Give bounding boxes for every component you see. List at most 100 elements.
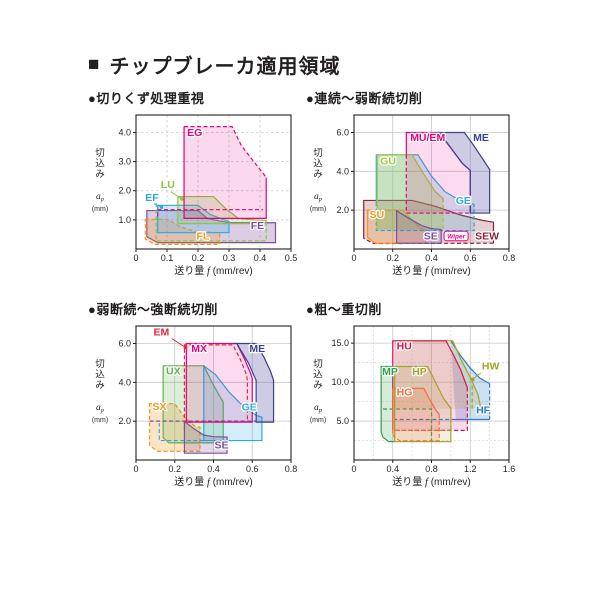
chart-svg-chip-control: 0 0.1 0.2 0.3 0.4 0.5 1.0 2.0 3.0 4.0 送り量 f (mm/re… [92, 114, 297, 277]
svg-text:切: 切 [95, 359, 105, 370]
svg-text:込: 込 [95, 370, 105, 381]
label-HP: HP [412, 366, 427, 378]
label-EG: EG [187, 127, 202, 139]
y-tick-6.0: 6.0 [336, 127, 349, 137]
x-tick-0: 0 [351, 464, 356, 474]
chart-svg-rough-heavy: 0 0.4 0.8 1.2 1.6 5.0 10.0 15.0 送り量 f (mm/rev) 切込… [310, 325, 516, 488]
label-SE: SE [214, 439, 228, 451]
svg-text:(mm): (mm) [310, 417, 326, 424]
svg-text:ap: ap [314, 403, 323, 414]
y-axis-title: 切込み ap (mm) [310, 148, 326, 213]
x-tick-1.6: 1.6 [503, 464, 516, 474]
region-UX [162, 365, 224, 444]
region-MP [381, 366, 395, 442]
svg-text:ap: ap [314, 192, 323, 203]
y-tick-4.0: 4.0 [336, 166, 349, 176]
region-SEW-border-1 [363, 237, 494, 245]
chart-svg-continuous-light-interrupted: 0 0.2 0.4 0.6 0.8 2.0 4.0 6.0 送り量 f (mm/rev) 切込み a… [310, 114, 516, 277]
region-EG-border-0 [183, 126, 267, 220]
region-ME [438, 131, 491, 214]
region-SE [396, 209, 442, 244]
svg-text:Wiper: Wiper [447, 233, 465, 240]
region-EM [183, 344, 249, 431]
svg-text:ap: ap [96, 192, 105, 203]
x-tick-0.8: 0.8 [425, 464, 438, 474]
region-MU/EM-border-1 [405, 154, 471, 214]
label-SX: SX [152, 401, 166, 413]
region-LU-range [155, 202, 267, 242]
region-HW [394, 340, 481, 409]
region-HU [392, 340, 468, 431]
svg-text:切: 切 [313, 359, 323, 370]
chart-cell-rough-heavy: ●粗〜重切削 0 0.4 0.8 1.2 1.6 5.0 10.0 15.0 送り量 f (mm… [304, 299, 520, 496]
svg-text:(mm): (mm) [92, 206, 108, 213]
label-HW: HW [482, 361, 500, 373]
svg-text:(mm): (mm) [92, 417, 108, 424]
label-LU: LU [161, 179, 175, 191]
chart-plot-rough-heavy: 0 0.4 0.8 1.2 1.6 5.0 10.0 15.0 送り量 f (mm/rev) 切込… [304, 319, 520, 496]
x-axis-title: 送り量 f (mm/rev) [174, 475, 252, 488]
x-tick-1.2: 1.2 [464, 464, 477, 474]
region-MP-border-1 [383, 408, 433, 442]
y-tick-2.0: 2.0 [118, 416, 131, 426]
y-tick-2.0: 2.0 [118, 186, 131, 196]
label-EM: EM [153, 327, 169, 339]
region-FL [144, 218, 221, 245]
region-SEW-border-0 [363, 199, 495, 244]
chart-svg-light-heavy-interrupted: 0 0.2 0.4 0.6 0.8 2.0 4.0 6.0 送り量 f (mm/rev) 切込み a… [92, 325, 297, 488]
x-tick-0.4: 0.4 [254, 253, 267, 263]
svg-text:切: 切 [95, 148, 105, 159]
chart-plot-chip-control: 0 0.1 0.2 0.3 0.4 0.5 1.0 2.0 3.0 4.0 送り量 f (mm/re… [86, 108, 302, 285]
x-tick-0.2: 0.2 [386, 253, 399, 263]
y-axis-title: 切込み ap (mm) [92, 359, 108, 424]
region-HU-border-1 [394, 387, 468, 431]
region-GU [377, 154, 444, 230]
svg-text:込: 込 [313, 370, 323, 381]
region-SX [148, 403, 201, 452]
x-tick-0: 0 [351, 253, 356, 263]
label-GE: GE [242, 401, 257, 413]
svg-text:み: み [95, 169, 105, 180]
chart-plot-continuous: 0 0.2 0.4 0.6 0.8 2.0 4.0 6.0 送り量 f (mm/rev) 切込み a… [304, 108, 520, 285]
x-tick-0.4: 0.4 [207, 464, 220, 474]
region-GE-range [158, 423, 204, 442]
label-HG: HG [397, 386, 413, 398]
chart-subtitle-interrupted: ●弱断続〜強断続切削 [88, 302, 218, 317]
y-tick-4.0: 4.0 [118, 127, 131, 137]
label-UX: UX [166, 366, 181, 378]
chart-cell-continuous: ●連続〜弱断続切削 0 0.2 0.4 0.6 0.8 2.0 4.0 6.0 送り量 f (m… [304, 88, 520, 285]
svg-text:込: 込 [313, 159, 323, 170]
x-tick-0.4: 0.4 [425, 253, 438, 263]
page-title-text: チップブレーカ適用領域 [109, 56, 341, 78]
region-HU-border-0 [392, 340, 468, 430]
y-tick-1.0: 1.0 [118, 215, 131, 225]
x-tick-0.6: 0.6 [246, 464, 259, 474]
label-GE: GE [456, 195, 471, 207]
region-HG [392, 388, 440, 441]
x-tick-0.6: 0.6 [464, 253, 477, 263]
x-tick-0: 0 [133, 464, 138, 474]
svg-text:切: 切 [313, 148, 323, 159]
region-HF [450, 340, 490, 420]
label-MX: MX [191, 343, 207, 355]
x-tick-0.8: 0.8 [503, 253, 516, 263]
region-HP [394, 365, 452, 443]
label-HU: HU [397, 340, 412, 352]
wiper-badge: Wiper [443, 230, 469, 242]
region-EG-border-1 [184, 126, 267, 178]
x-axis-title: 送り量 f (mm/rev) [174, 264, 252, 277]
svg-text:み: み [95, 380, 105, 391]
charts-grid: ●切りくず処理重視 0 0.1 0.2 0.3 0.4 0.5 1.0 2.0 3.0 4.0 送り… [86, 88, 520, 496]
y-axis-title: 切込み ap (mm) [310, 359, 326, 424]
x-tick-0.2: 0.2 [192, 253, 205, 263]
region-EG [184, 126, 267, 219]
chart-subtitle-chip-control: ●切りくず処理重視 [88, 91, 205, 106]
label-SE: SE [424, 230, 438, 242]
title-square-icon: ■ [88, 54, 101, 75]
y-tick-5.0: 5.0 [336, 416, 349, 426]
x-tick-0.3: 0.3 [223, 253, 236, 263]
svg-text:み: み [313, 169, 323, 180]
chart-subtitle-continuous: ●連続〜弱断続切削 [306, 91, 423, 106]
label-FE: FE [251, 220, 264, 232]
label-MU/EM: MU/EM [410, 132, 445, 144]
